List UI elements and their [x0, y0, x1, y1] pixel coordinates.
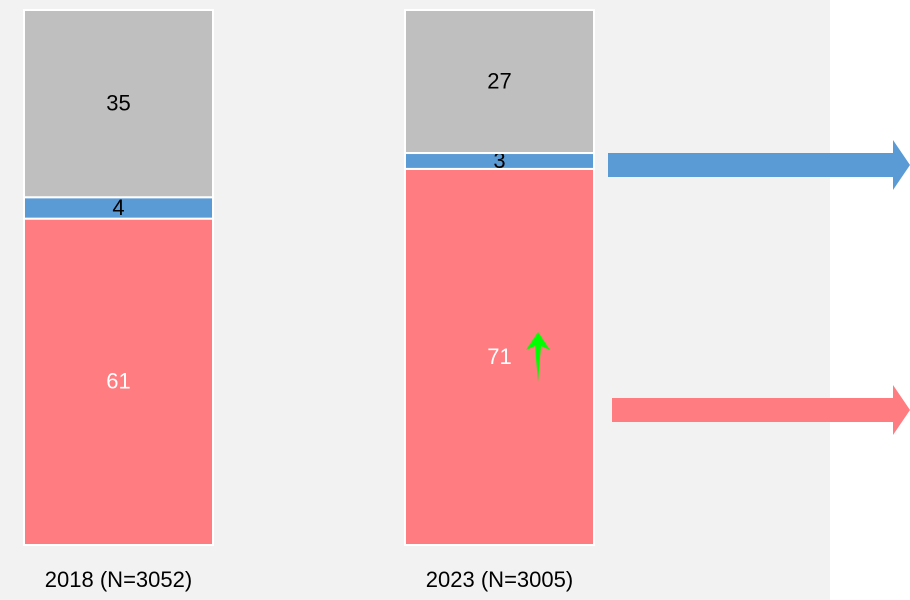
- data-label: 27: [487, 68, 511, 93]
- x-tick-label: 2023 (N=3005): [426, 567, 573, 592]
- bar-segment: [23, 9, 214, 199]
- x-tick-label: 2018 (N=3052): [45, 567, 192, 592]
- blue-arrow: [608, 140, 910, 190]
- data-label: 35: [106, 90, 130, 115]
- bar-segment: [23, 217, 214, 546]
- data-label: 71: [487, 344, 511, 369]
- data-label: 61: [106, 369, 130, 394]
- red-arrow: [612, 385, 910, 435]
- data-label: 4: [112, 195, 124, 220]
- data-label: 3: [493, 148, 505, 173]
- bar-segment: [404, 9, 595, 155]
- bar-segment: [404, 167, 595, 546]
- increase-arrow: [526, 332, 550, 382]
- bars: 61 4 35 2018 (N=3052) 71 3 27 2023 (N=3005): [23, 9, 595, 592]
